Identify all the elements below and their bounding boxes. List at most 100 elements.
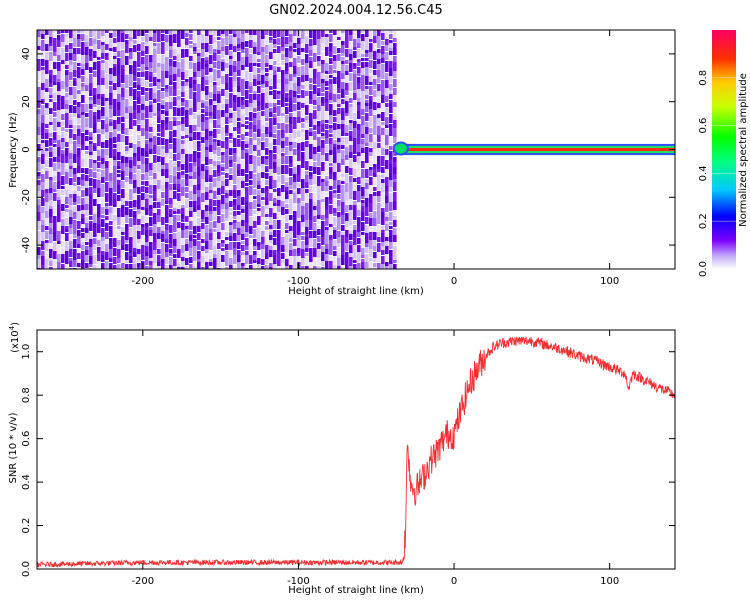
- spectrogram-cell-655: [105, 101, 109, 108]
- spectrogram-cell-2440: [289, 226, 293, 231]
- spectrogram-cell-2557: [301, 222, 305, 227]
- spectrogram-cell-3120: [361, 130, 365, 134]
- spectrogram-cell-995: [141, 148, 145, 156]
- spectrogram-cell-925: [133, 184, 137, 188]
- spectrogram-cell-1586: [201, 263, 205, 266]
- spectrogram-cell-1107: [153, 117, 157, 120]
- spectrogram-cell-2806: [329, 115, 333, 124]
- spectrogram-cell-3286: [377, 181, 381, 190]
- spectrogram-cell-1122: [153, 221, 157, 224]
- spectrogram-cell-471: [85, 127, 89, 130]
- spectrogram-cell-2790: [325, 254, 329, 261]
- spectrogram-cell-259: [61, 260, 65, 263]
- spectrogram-cell-1128: [153, 254, 157, 263]
- spectrogram-cell-442: [81, 190, 85, 197]
- spectrogram-cell-1911: [237, 92, 241, 97]
- spectrogram-cell-2592: [305, 208, 309, 215]
- spectrogram-cell-1058: [149, 72, 153, 76]
- spectrogram-cell-585: [97, 129, 101, 133]
- spectrogram-cell-352: [73, 106, 77, 113]
- spectrogram-cell-432: [81, 124, 85, 132]
- spectrogram-cell-2164: [261, 266, 265, 269]
- spectrogram-cell-2277: [273, 192, 277, 197]
- spectrogram-cell-557: [93, 179, 97, 188]
- spectrogram-cell-2559: [301, 232, 305, 235]
- spectrogram-cell-2497: [297, 95, 301, 98]
- spectrogram-cell-268: [65, 70, 69, 75]
- spectrogram-cell-1440: [189, 70, 193, 76]
- snr-panel: -200 -100 0 100 0.00.20.40.60.81.0 Height o…: [8, 322, 676, 596]
- spectrogram-cell-3412: [389, 226, 393, 229]
- spectrogram-cell-1294: [173, 117, 177, 121]
- spectrogram-cell-2610: [309, 69, 313, 78]
- spectrogram-cell-2193: [265, 191, 269, 198]
- spectrogram-cell-3216: [369, 240, 373, 249]
- spectrogram-cell-956: [137, 141, 141, 147]
- spectrogram-cell-3028: [353, 30, 357, 39]
- spectrogram-cell-2265: [273, 118, 277, 125]
- spectrogram-cell-2674: [313, 257, 317, 260]
- spectrogram-cell-1587: [201, 267, 205, 269]
- spectrogram-cell-1139: [157, 82, 161, 89]
- spectrogram-cell-2419: [289, 90, 293, 98]
- spectrogram-cell-413: [77, 253, 81, 259]
- spectrogram-cell-5: [37, 67, 41, 71]
- spectrogram-cell-123: [49, 103, 53, 107]
- spectrogram-cell-1759: [221, 127, 225, 131]
- spectrogram-cell-781: [117, 180, 121, 185]
- spectrogram-cell-2231: [269, 176, 273, 180]
- spectrogram-cell-231: [61, 81, 65, 89]
- spectrogram-cell-3393: [389, 108, 393, 113]
- spectrogram-cell-1367: [181, 117, 185, 124]
- spectrogram-cell-1535: [197, 184, 201, 190]
- spectrogram-cell-2228: [269, 153, 273, 162]
- spectrogram-cell-1795: [225, 113, 229, 117]
- spectrogram-cell-1956: [241, 134, 245, 140]
- spectrogram-cell-2865: [333, 240, 337, 246]
- spectrogram-cell-2698: [317, 167, 321, 175]
- spectrogram-cell-2991: [349, 42, 353, 49]
- spectrogram-cell-2151: [261, 188, 265, 193]
- spectrogram-cell-3056: [353, 205, 357, 214]
- spectrogram-cell-137: [49, 193, 53, 200]
- spectrogram-cell-2000: [245, 158, 249, 167]
- spectrogram-cell-1205: [165, 42, 169, 51]
- spectrogram-cell-2183: [265, 138, 269, 147]
- spectrogram-cell-2434: [289, 190, 293, 194]
- spectrogram-cell-149: [49, 267, 53, 269]
- spectrogram-cell-2745: [321, 221, 325, 228]
- spectrogram-cell-185: [53, 259, 57, 268]
- spectrogram-cell-1917: [237, 122, 241, 128]
- spectrogram-cell-675: [105, 232, 109, 239]
- spectrogram-cell-1707: [217, 30, 221, 36]
- spectrogram-cell-885: [129, 157, 133, 160]
- spectrogram-cell-181: [53, 232, 57, 237]
- spectrogram-cell-1553: [201, 69, 205, 74]
- spectrogram-cell-2425: [289, 134, 293, 142]
- spectrogram-cell-2796: [329, 51, 333, 57]
- spectrogram-cell-121: [49, 95, 53, 98]
- spectrogram-cell-3355: [385, 145, 389, 148]
- spectrogram-cell-1839: [229, 128, 233, 133]
- spectrogram-cell-1887: [233, 185, 237, 190]
- spectrogram-cell-2463: [293, 117, 297, 121]
- spectrogram-cell-2412: [289, 51, 293, 58]
- spectrogram-cell-2075: [253, 189, 257, 195]
- spectrogram-cell-195: [57, 82, 61, 91]
- spectrogram-cell-2292: [277, 46, 281, 53]
- spectrogram-cell-1399: [185, 66, 189, 69]
- spectrogram-cell-1412: [185, 138, 189, 145]
- spectrogram-cell-2177: [265, 108, 269, 114]
- spectrogram-cell-2746: [321, 228, 325, 237]
- signal-band: [392, 141, 675, 156]
- spectrogram-cell-21: [37, 176, 41, 179]
- spectrogram-cell-2333: [281, 61, 285, 65]
- spectrogram-cell-2340: [281, 101, 285, 107]
- spectrogram-cell-1767: [221, 172, 225, 175]
- spectrogram-cell-1213: [165, 92, 169, 97]
- spectrogram-cell-959: [137, 161, 141, 165]
- spectrogram-cell-643: [105, 34, 109, 40]
- chart-title: GN02.2024.004.12.56.C45: [269, 3, 443, 18]
- spectrogram-cell-2615: [309, 105, 313, 108]
- spectrogram-cell-3358: [385, 160, 389, 169]
